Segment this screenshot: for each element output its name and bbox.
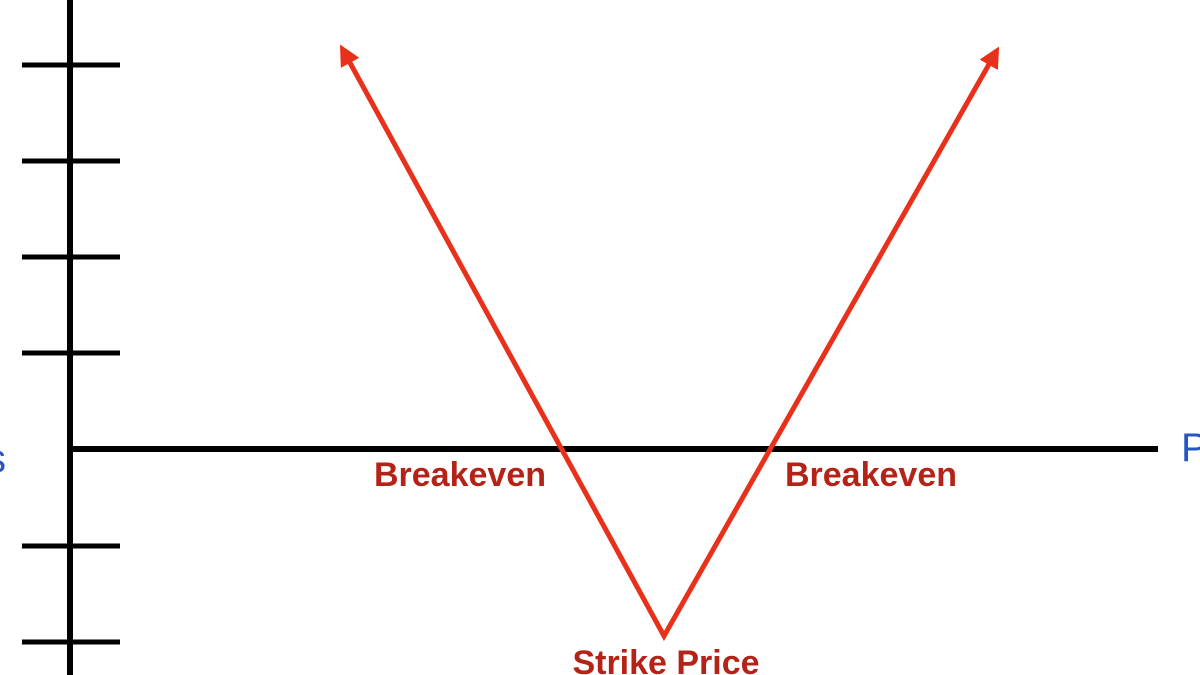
strike-price-label: Strike Price (572, 644, 759, 675)
y-axis-ticks (22, 62, 120, 645)
breakeven-left-label: Breakeven (374, 456, 546, 494)
payoff-line (339, 44, 1000, 642)
breakeven-right-label: Breakeven (785, 456, 957, 494)
x-axis-label: P (1181, 426, 1200, 470)
y-axis-label: s (0, 437, 6, 481)
